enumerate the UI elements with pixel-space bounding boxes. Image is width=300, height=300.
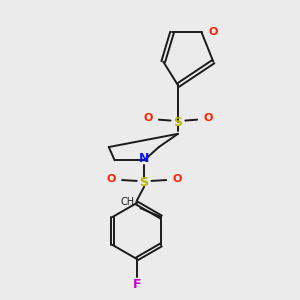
Text: O: O xyxy=(144,113,153,123)
Text: O: O xyxy=(172,174,182,184)
Text: CH₃: CH₃ xyxy=(121,197,139,207)
Text: O: O xyxy=(203,113,212,123)
Text: N: N xyxy=(139,152,149,165)
Text: F: F xyxy=(133,278,141,291)
Text: S: S xyxy=(140,176,148,189)
Text: O: O xyxy=(209,27,218,37)
Text: S: S xyxy=(173,116,182,128)
Text: O: O xyxy=(107,174,116,184)
